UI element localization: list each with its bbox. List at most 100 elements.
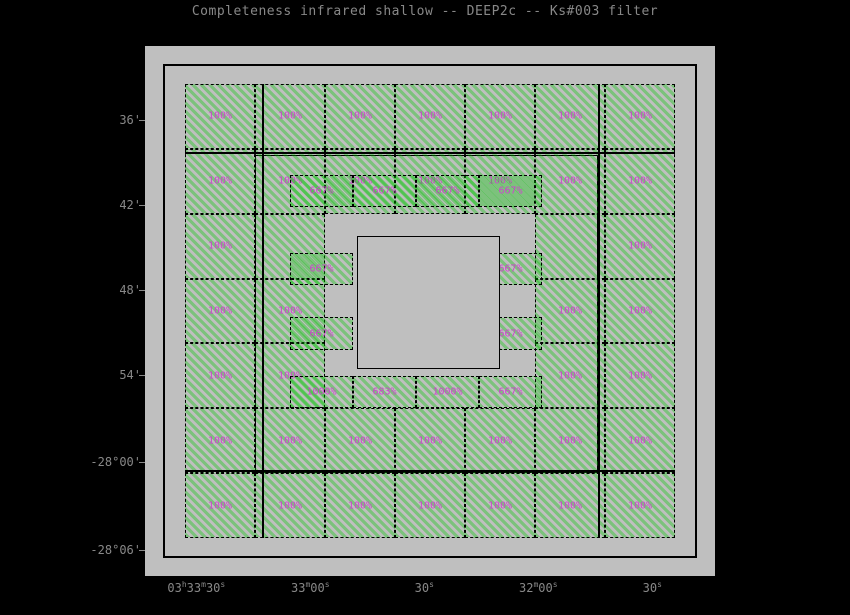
- chip-cell: 100%: [185, 408, 255, 473]
- chip-label: 100%: [558, 370, 582, 381]
- chip-cell: 100%: [395, 408, 465, 473]
- chip-cell: 100%: [605, 473, 675, 538]
- chip-label: 667%: [498, 387, 522, 398]
- chip-cell: 100%: [185, 473, 255, 538]
- chip-label: 1000%: [306, 387, 336, 398]
- chip-cell: 667%: [353, 175, 416, 207]
- x-tick-label: 30s: [643, 580, 662, 595]
- chip-cell: 683%: [353, 376, 416, 408]
- chip-cell: 100%: [395, 84, 465, 149]
- chip-label: 100%: [418, 435, 442, 446]
- chip-label: 100%: [488, 111, 512, 122]
- y-tick-label: 48': [119, 283, 141, 297]
- chip-label: 667%: [309, 263, 333, 274]
- y-tick-label: -28°06': [90, 543, 141, 557]
- chip-label: 100%: [278, 111, 302, 122]
- chip-cell: 100%: [325, 408, 395, 473]
- chip-cell: 100%: [185, 279, 255, 344]
- chip-cell: 100%: [605, 408, 675, 473]
- chip-cell: 100%: [535, 343, 605, 408]
- x-tick-label: 33m00s: [291, 580, 330, 595]
- chip-cell: 100%: [535, 473, 605, 538]
- chip-label: 100%: [418, 500, 442, 511]
- x-tick-label: 32m00s: [519, 580, 558, 595]
- chip-cell: 100%: [605, 149, 675, 214]
- chip-cell: 100%: [465, 473, 535, 538]
- chip-cell: 100%: [185, 149, 255, 214]
- chip-cell: 667%: [479, 376, 542, 408]
- chip-label: 100%: [628, 176, 652, 187]
- chip-label: 667%: [498, 328, 522, 339]
- chip-cell: 100%: [605, 84, 675, 149]
- chip-label: 100%: [628, 241, 652, 252]
- chip-label: 100%: [628, 305, 652, 316]
- y-tick-label: 54': [119, 368, 141, 382]
- chip-cell: 667%: [416, 175, 479, 207]
- chip-label: 100%: [208, 435, 232, 446]
- chip-label: 100%: [488, 435, 512, 446]
- chip-label: 100%: [488, 500, 512, 511]
- chip-label: 100%: [208, 500, 232, 511]
- chip-cell: 667%: [479, 175, 542, 207]
- chip-label: 100%: [418, 111, 442, 122]
- chip-label: 100%: [628, 435, 652, 446]
- chip-cell: 100%: [465, 84, 535, 149]
- plot-area: 100% 100% 100% 100% 100% 100% 100% 100% 100% 100%…: [145, 46, 715, 576]
- chip-label: 100%: [208, 176, 232, 187]
- chip-label: 100%: [628, 500, 652, 511]
- chip-label: 100%: [558, 176, 582, 187]
- chip-cell: 100%: [395, 473, 465, 538]
- chip-label: 100%: [628, 111, 652, 122]
- chip-label: 100%: [208, 111, 232, 122]
- chip-label: 100%: [558, 111, 582, 122]
- chip-label: 100%: [348, 500, 372, 511]
- chip-label: 667%: [498, 263, 522, 274]
- chip-cell: 667%: [290, 175, 353, 207]
- chart-title: Completeness infrared shallow -- DEEP2c …: [0, 4, 850, 19]
- chip-cell: 100%: [255, 408, 325, 473]
- chip-label: 100%: [558, 305, 582, 316]
- chip-cell: 100%: [185, 84, 255, 149]
- chip-grid: 100% 100% 100% 100% 100% 100% 100% 100% 100% 100%…: [185, 84, 675, 538]
- chip-label: 667%: [372, 186, 396, 197]
- chip-label: 100%: [278, 500, 302, 511]
- y-tick-label: 36': [119, 113, 141, 127]
- chip-cell: 100%: [535, 149, 605, 214]
- chip-label: 1000%: [432, 387, 462, 398]
- chip-label: 667%: [435, 186, 459, 197]
- chip-cell: 100%: [185, 214, 255, 279]
- chip-cell: 100%: [605, 214, 675, 279]
- chip-label: 100%: [208, 241, 232, 252]
- center-hole: [357, 236, 501, 369]
- chip-cell: 100%: [185, 343, 255, 408]
- chip-cell: 100%: [255, 473, 325, 538]
- chip-label: 100%: [278, 305, 302, 316]
- chip-cell: 100%: [605, 343, 675, 408]
- chip-cell: 100%: [325, 473, 395, 538]
- chip-label: 100%: [628, 370, 652, 381]
- chip-label: 667%: [309, 186, 333, 197]
- x-tick-label: 30s: [415, 580, 434, 595]
- chip-label: 683%: [372, 387, 396, 398]
- chip-cell: 100%: [465, 408, 535, 473]
- chip-label: 100%: [348, 435, 372, 446]
- y-tick-label: 42': [119, 198, 141, 212]
- chip-cell: 100%: [325, 84, 395, 149]
- x-tick-label: 03h33m30s: [167, 580, 225, 595]
- chip-label: 667%: [498, 186, 522, 197]
- chip-label: 100%: [208, 305, 232, 316]
- chip-cell: 667%: [290, 253, 353, 285]
- chip-label: 100%: [558, 435, 582, 446]
- chip-cell: 100%: [605, 279, 675, 344]
- chip-cell: 667%: [290, 317, 353, 349]
- chip-cell: 1000%: [416, 376, 479, 408]
- chip-cell: 1000%: [290, 376, 353, 408]
- chip-label: 100%: [278, 435, 302, 446]
- y-tick-label: -28°00': [90, 455, 141, 469]
- chip-cell: 100%: [535, 84, 605, 149]
- chip-cell: 100%: [255, 84, 325, 149]
- chip-label: 667%: [309, 328, 333, 339]
- chip-label: 100%: [558, 500, 582, 511]
- chip-label: 100%: [348, 111, 372, 122]
- chip-label: 100%: [208, 370, 232, 381]
